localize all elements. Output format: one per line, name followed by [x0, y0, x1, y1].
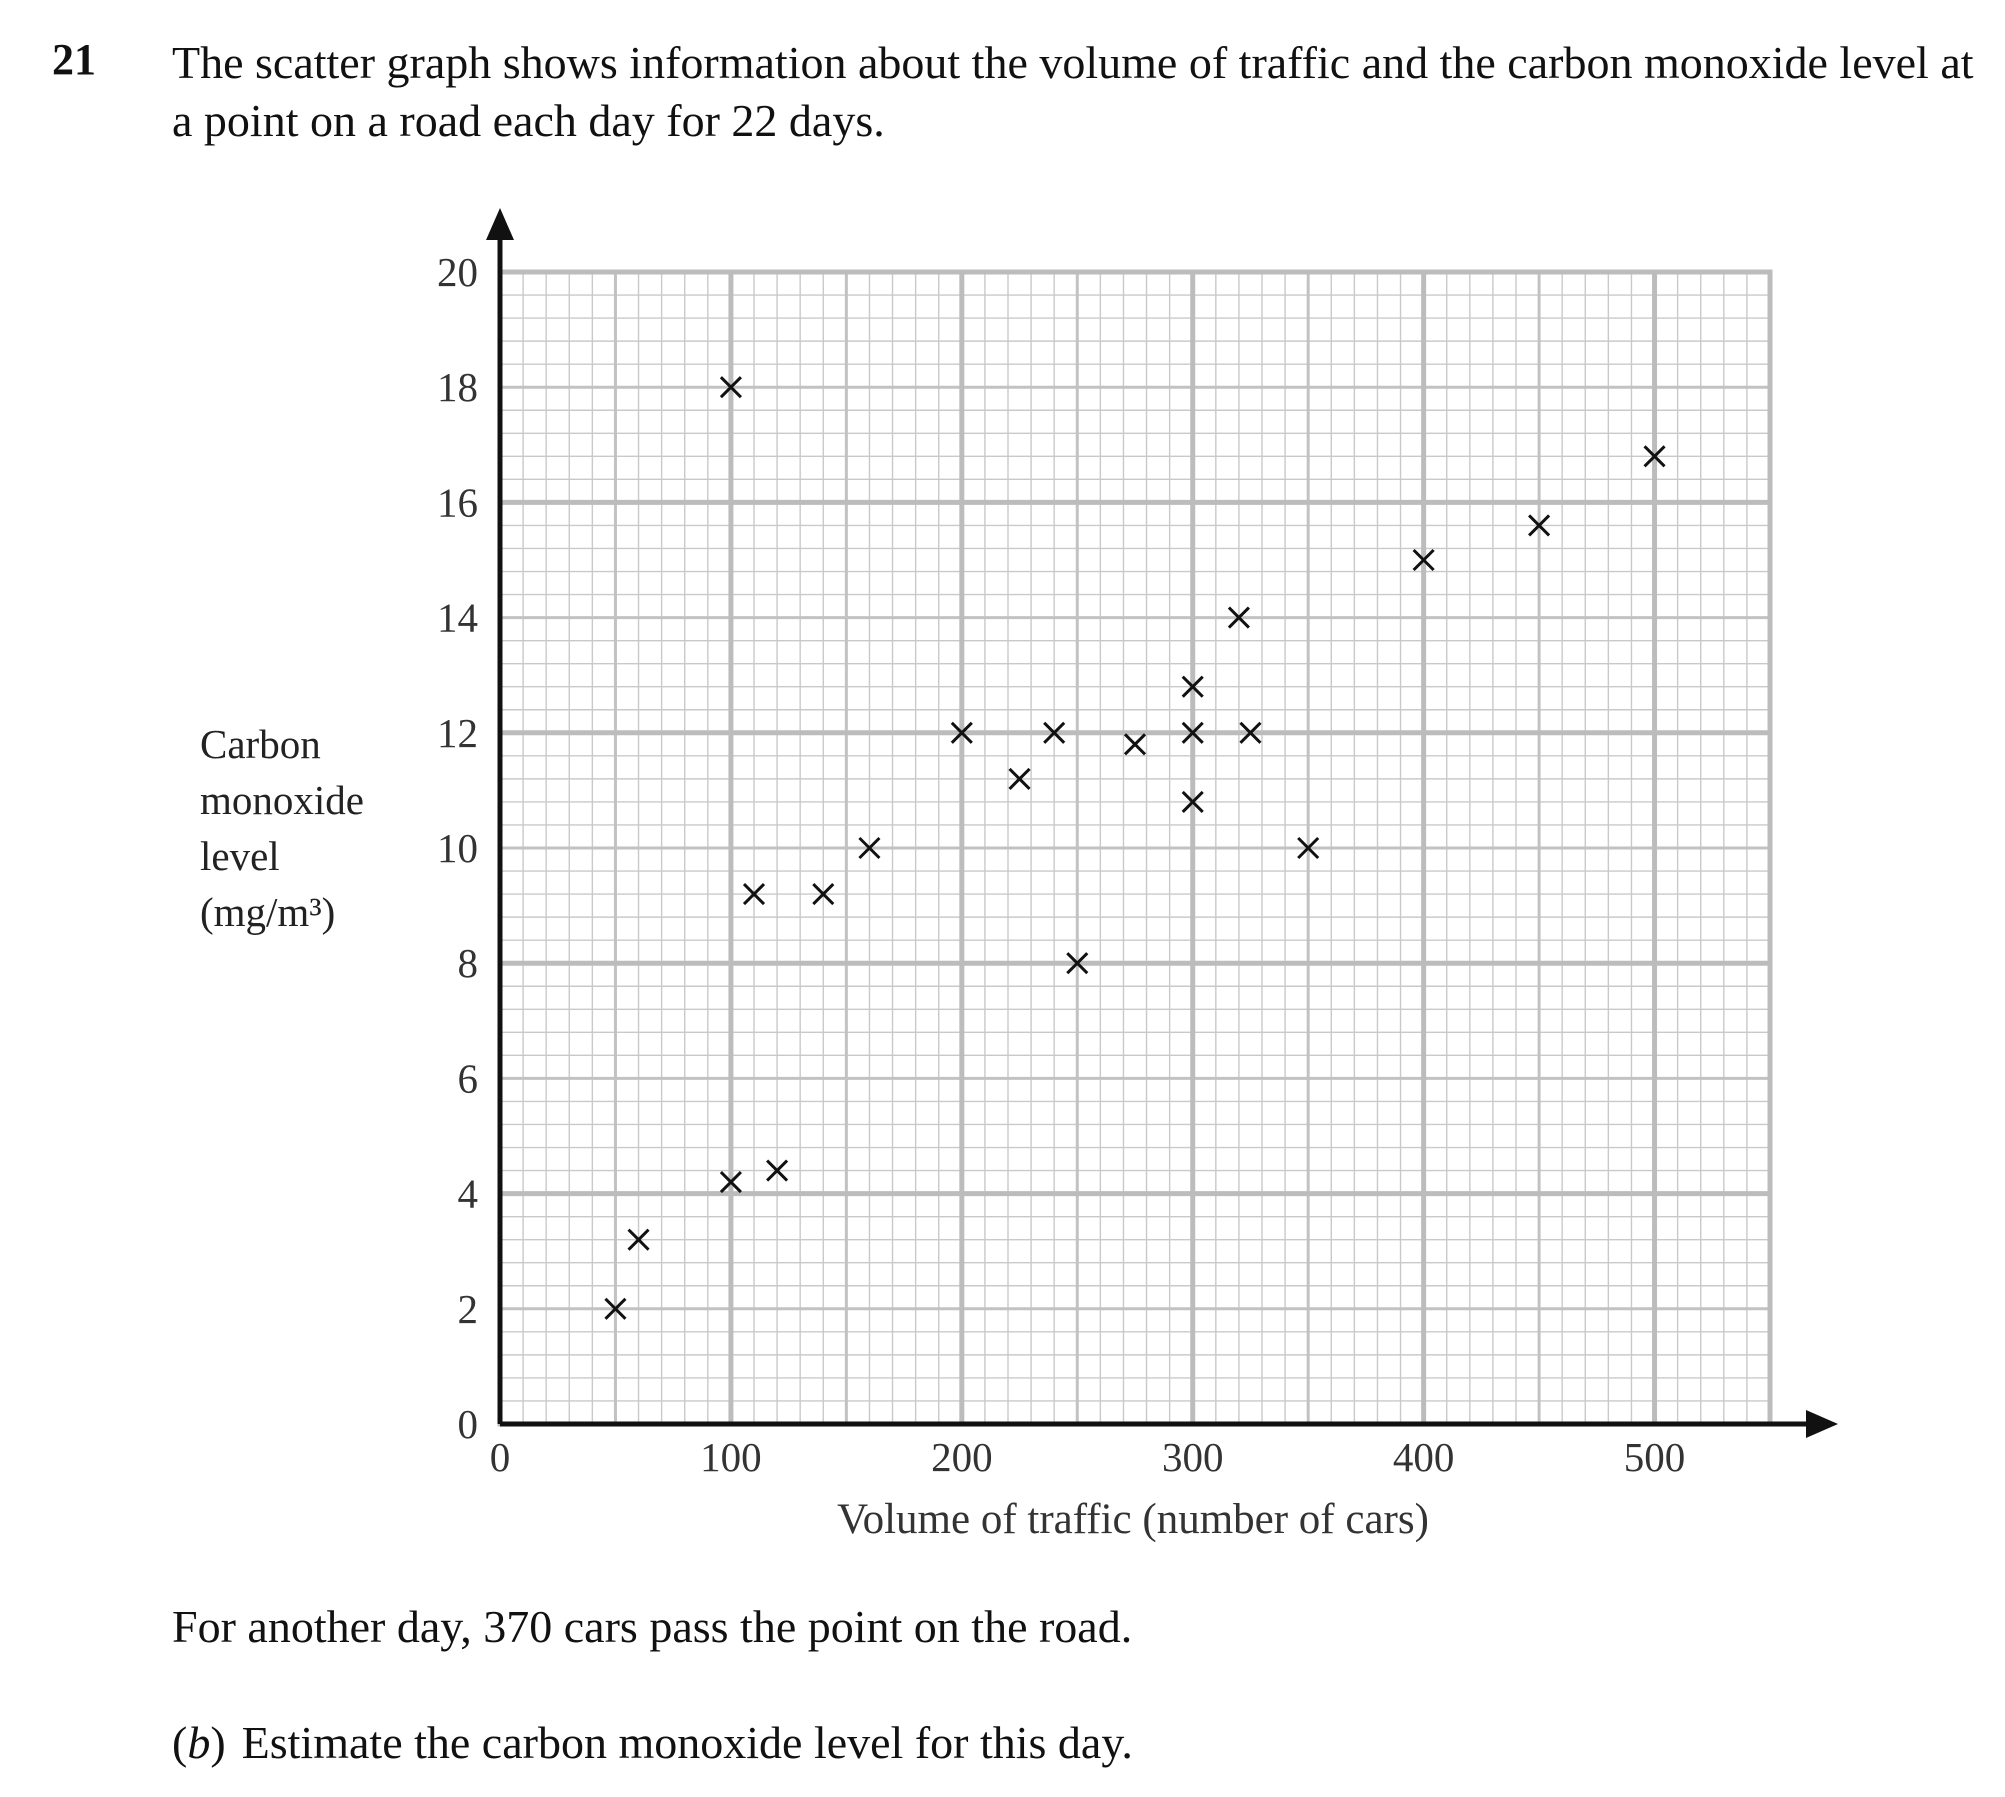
data-point-stroke	[604, 1297, 627, 1320]
data-point	[1043, 721, 1066, 744]
data-point	[1239, 721, 1262, 744]
data-point	[604, 1297, 627, 1320]
part-b-text: Estimate the carbon monoxide level for t…	[241, 1717, 1133, 1768]
y-axis-arrow	[486, 208, 514, 240]
y-tick-label: 16	[437, 479, 478, 525]
y-tick-label: 8	[458, 940, 479, 986]
data-point-stroke	[812, 883, 835, 906]
data-point	[1412, 548, 1435, 572]
y-tick-label: 14	[437, 595, 478, 641]
data-point	[766, 1159, 789, 1182]
x-axis-arrow	[1806, 1410, 1838, 1438]
data-point	[719, 1171, 742, 1194]
y-axis-label-line: monoxide	[200, 777, 364, 823]
data-point	[1528, 514, 1551, 537]
y-axis-label: Carbon monoxide level (mg/m³)	[200, 716, 364, 940]
question-number: 21	[52, 35, 96, 84]
data-point	[627, 1228, 650, 1251]
data-point	[812, 883, 835, 906]
data-point-stroke	[1412, 548, 1435, 572]
part-b-letter: b	[187, 1717, 211, 1768]
data-point	[1123, 733, 1147, 756]
axes	[486, 208, 1838, 1438]
data-point	[1181, 790, 1204, 813]
x-tick-label: 300	[1162, 1434, 1224, 1480]
data-point-stroke	[1123, 733, 1147, 756]
x-tick-label: 0	[490, 1434, 511, 1480]
y-tick-label: 6	[458, 1055, 479, 1101]
data-point-stroke	[719, 376, 742, 399]
y-tick-label: 12	[437, 710, 478, 756]
data-point-stroke	[627, 1228, 650, 1251]
y-axis-label-line: (mg/m³)	[200, 889, 336, 935]
y-tick-label: 4	[458, 1171, 479, 1217]
data-point	[742, 883, 766, 906]
data-point-stroke	[1239, 721, 1262, 744]
y-axis-label-line: level	[200, 833, 280, 879]
x-tick-label: 400	[1393, 1434, 1455, 1480]
data-point-stroke	[1181, 675, 1204, 698]
data-point-stroke	[1066, 952, 1089, 975]
data-point-stroke	[1008, 767, 1031, 790]
data-point-stroke	[1181, 790, 1204, 813]
question-extra: For another day, 370 cars pass the point…	[172, 1601, 1133, 1652]
data-point	[1181, 675, 1204, 698]
data-point-stroke	[1297, 836, 1320, 860]
part-b-close-paren: )	[210, 1717, 226, 1768]
y-tick-label: 10	[437, 825, 478, 871]
x-tick-label: 100	[700, 1434, 762, 1480]
data-point	[1227, 606, 1250, 629]
data-point	[1643, 445, 1666, 468]
data-point	[1066, 952, 1089, 975]
y-tick-label: 2	[458, 1286, 479, 1332]
question-intro: The scatter graph shows information abou…	[172, 37, 1974, 146]
x-tick-label: 200	[931, 1434, 993, 1480]
data-point	[1297, 836, 1320, 860]
y-tick-label: 0	[458, 1401, 479, 1447]
part-b-open-paren: (	[172, 1717, 188, 1768]
data-point	[950, 721, 973, 744]
data-point-stroke	[742, 883, 766, 906]
tick-labels: 0 100 200 300 400 500 0 2 4 6 8 10 12 14 16 18 20	[437, 249, 1685, 1480]
data-point	[1181, 721, 1204, 744]
part-b-label: (b)	[172, 1717, 226, 1768]
data-point-stroke	[1528, 514, 1551, 537]
data-point-stroke	[719, 1171, 742, 1194]
major-grid	[497, 269, 1773, 1427]
data-point-stroke	[1181, 721, 1204, 744]
data-point-stroke	[1643, 445, 1666, 468]
data-point	[1008, 767, 1031, 790]
y-tick-label: 18	[437, 364, 478, 410]
y-axis-label-line: Carbon	[200, 721, 321, 767]
data-point-stroke	[1227, 606, 1250, 629]
x-axis-label: Volume of traffic (number of cars)	[837, 1496, 1429, 1543]
data-points	[604, 376, 1666, 1320]
x-tick-label: 500	[1624, 1434, 1686, 1480]
question-part-b: (b) Estimate the carbon monoxide level fo…	[172, 1716, 1133, 1769]
data-point-stroke	[858, 836, 881, 860]
y-tick-label: 20	[437, 249, 478, 295]
data-point	[858, 836, 881, 860]
scatter-graph: 0 100 200 300 400 500 0 2 4 6 8 10 12 14 16 18 20 Volume…	[437, 208, 1838, 1543]
data-point-stroke	[1043, 721, 1066, 744]
data-point	[719, 376, 742, 399]
data-point-stroke	[766, 1159, 789, 1182]
data-point-stroke	[950, 721, 973, 744]
